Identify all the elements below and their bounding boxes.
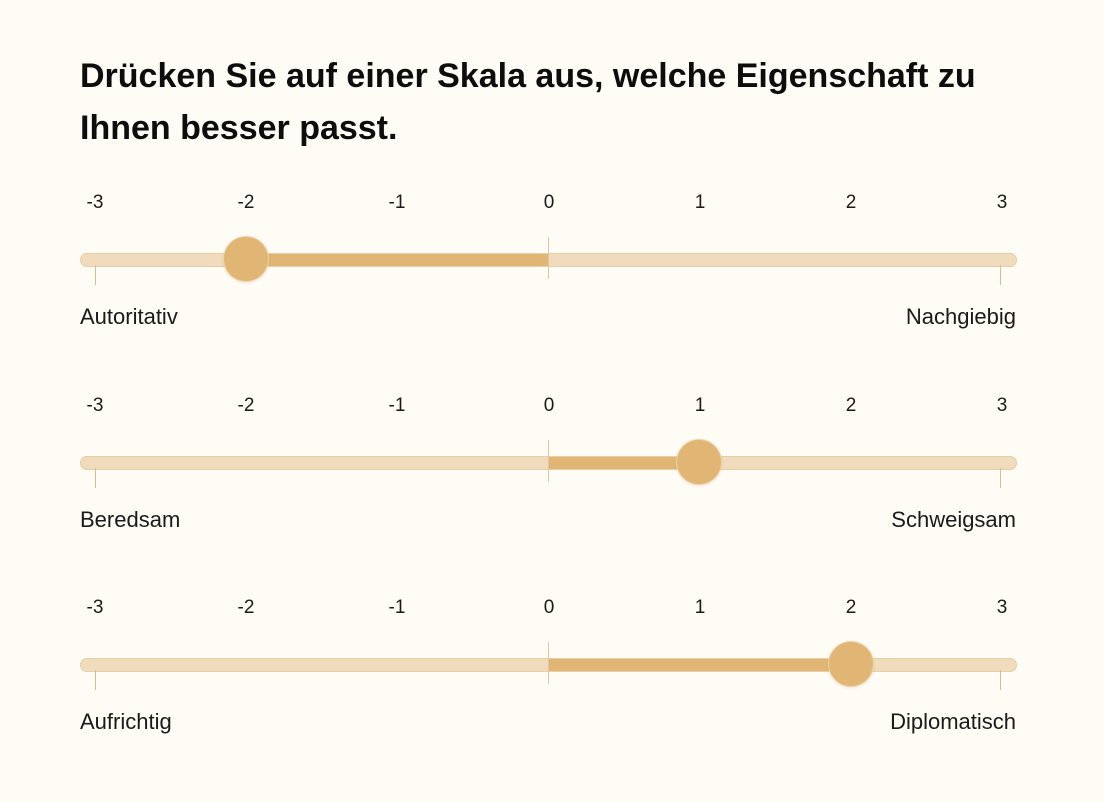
end-tick-right xyxy=(1000,670,1001,690)
left-trait-label: Aufrichtig xyxy=(80,709,172,734)
center-marker xyxy=(548,440,549,482)
right-trait-label: Nachgiebig xyxy=(905,304,1016,329)
tick-label: 2 xyxy=(845,395,857,416)
scale-beredsam-schweigsam: -3 -2 -1 0 1 2 3 Beredsam Schweigsam xyxy=(0,395,1104,565)
center-marker xyxy=(548,237,549,279)
slider-fill xyxy=(548,457,700,469)
tick-label: -2 xyxy=(237,395,255,416)
end-tick-right xyxy=(1000,265,1001,285)
tick-label: 1 xyxy=(694,395,706,416)
left-trait-label: Autoritativ xyxy=(80,304,178,329)
slider-thumb[interactable] xyxy=(677,440,722,484)
right-trait-label: Diplomatisch xyxy=(890,709,1016,734)
tick-label: -1 xyxy=(388,192,406,213)
slider[interactable] xyxy=(80,440,1017,496)
slider[interactable] xyxy=(80,237,1017,293)
tick-label: 2 xyxy=(845,597,857,618)
left-trait-label: Beredsam xyxy=(80,507,181,532)
tick-label: 0 xyxy=(543,192,555,213)
tick-label: 0 xyxy=(543,395,555,416)
end-tick-left xyxy=(95,468,96,488)
tick-label: -1 xyxy=(388,395,406,416)
tick-label: -2 xyxy=(237,192,255,213)
page-title: Drücken Sie auf einer Skala aus, welche … xyxy=(80,57,976,147)
slider-fill xyxy=(548,659,851,671)
scale-autoritativ-nachgiebig: -3 -2 -1 0 1 2 3 Autoritativ Nachgiebig xyxy=(0,192,1104,362)
tick-label: -2 xyxy=(237,597,255,618)
tick-label: 3 xyxy=(996,395,1008,416)
end-tick-left xyxy=(95,265,96,285)
scale-aufrichtig-diplomatisch: -3 -2 -1 0 1 2 3 Aufrichtig Diplomatisch xyxy=(0,597,1104,767)
tick-label: 3 xyxy=(996,597,1008,618)
slider-fill xyxy=(246,254,548,266)
tick-label: 3 xyxy=(996,192,1008,213)
tick-label: -3 xyxy=(86,192,104,213)
tick-label: -3 xyxy=(86,395,104,416)
tick-label: 1 xyxy=(694,597,706,618)
slider-thumb[interactable] xyxy=(224,237,269,281)
end-tick-left xyxy=(95,670,96,690)
center-marker xyxy=(548,642,549,684)
slider-thumb[interactable] xyxy=(828,642,873,686)
tick-label: 2 xyxy=(845,192,857,213)
slider[interactable] xyxy=(80,642,1017,698)
end-tick-right xyxy=(1000,468,1001,488)
right-trait-label: Schweigsam xyxy=(891,507,1016,532)
tick-label: 1 xyxy=(694,192,706,213)
tick-label: -3 xyxy=(86,597,104,618)
tick-label: -1 xyxy=(388,597,406,618)
tick-label: 0 xyxy=(543,597,555,618)
